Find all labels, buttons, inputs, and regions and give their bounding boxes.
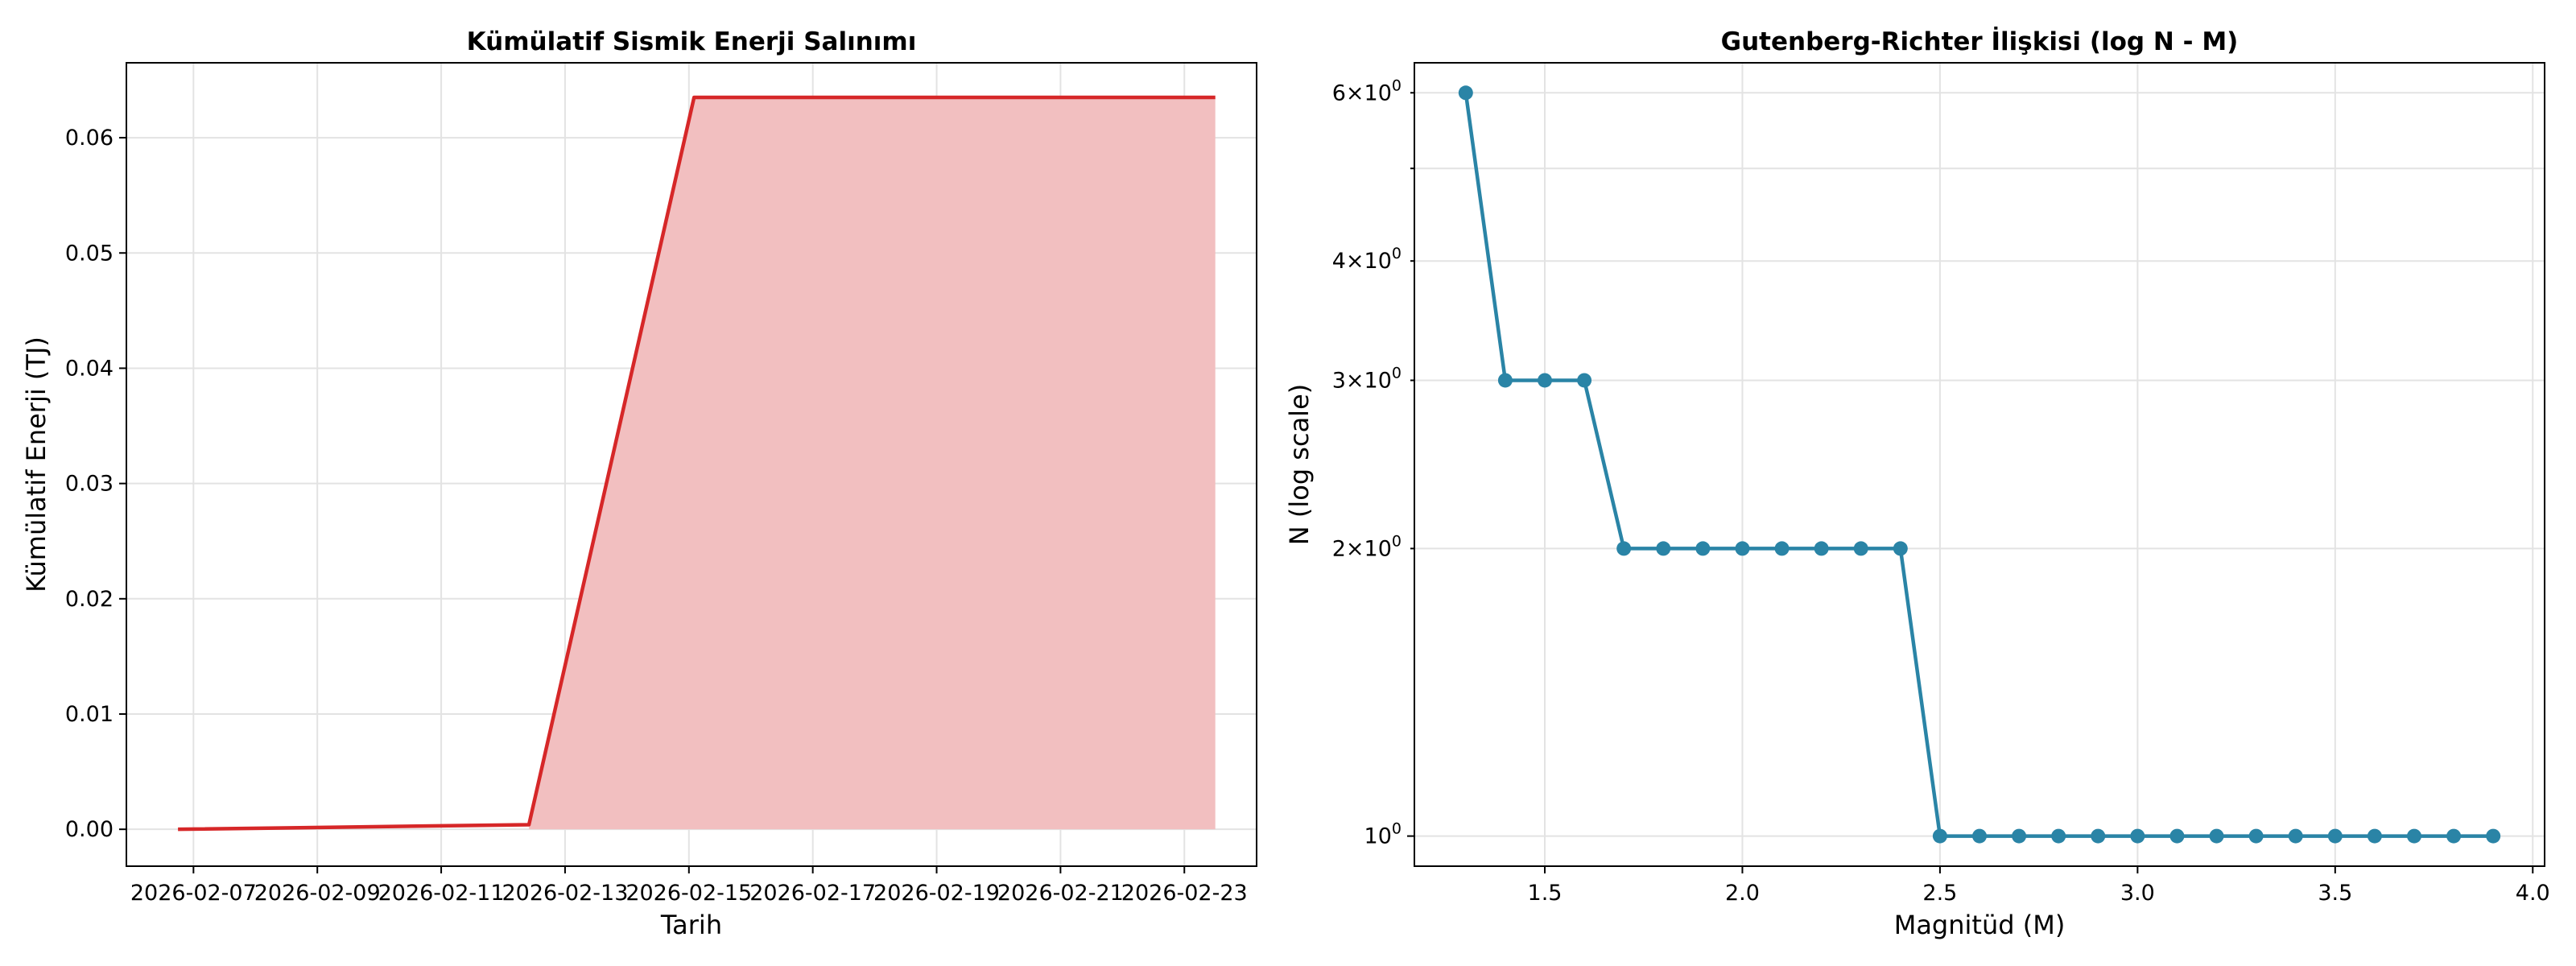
gr-xtick-label: 3.5 — [2318, 881, 2352, 906]
gr-data-point — [2248, 828, 2264, 844]
energy-ytick-label: 0.02 — [65, 587, 114, 612]
gr-data-point — [2407, 828, 2421, 844]
gr-ytick-label: 6×100 — [1332, 76, 1402, 105]
energy-xtick-label: 2026-02-09 — [254, 881, 381, 906]
energy-ytick-label: 0.00 — [65, 817, 114, 842]
gr-ytick-label: 100 — [1364, 820, 1402, 849]
gr-data-point — [2209, 828, 2224, 844]
energy-chart-xlabel: Tarih — [660, 910, 722, 940]
energy-chart-area-layer — [529, 97, 1216, 830]
energy-xtick-label: 2026-02-13 — [502, 881, 628, 906]
gr-ytick-label: 2×100 — [1332, 532, 1402, 561]
gr-data-point — [1893, 541, 1908, 556]
energy-xtick-label: 2026-02-11 — [378, 881, 505, 906]
gr-data-point — [2367, 828, 2382, 844]
gr-data-point — [2169, 828, 2185, 844]
gr-data-point — [1972, 828, 1987, 844]
gr-data-point — [1616, 541, 1632, 556]
gr-data-point — [2486, 828, 2501, 844]
energy-chart-title: Kümülatif Sismik Enerji Salınımı — [467, 27, 917, 56]
gr-data-point — [2130, 828, 2145, 844]
gr-data-point — [1656, 541, 1671, 556]
energy-xtick-label: 2026-02-23 — [1121, 881, 1248, 906]
energy-series-line — [178, 95, 1216, 832]
gr-ytick-base: 10 — [1364, 368, 1392, 393]
energy-ytick-label: 0.05 — [65, 241, 114, 266]
energy-chart-ticks: 2026-02-072026-02-092026-02-112026-02-13… — [65, 126, 1248, 906]
gr-data-point — [2446, 828, 2462, 844]
gr-data-point — [2327, 828, 2343, 844]
gr-data-point — [2012, 828, 2027, 844]
energy-xtick-label: 2026-02-07 — [130, 881, 257, 906]
gr-xtick-label: 1.5 — [1528, 881, 1563, 906]
gr-ytick-label: 4×100 — [1332, 245, 1402, 274]
energy-chart-line-layer — [178, 95, 1216, 832]
gr-data-point — [1814, 541, 1829, 556]
gr-data-point — [1458, 85, 1473, 101]
gr-ytick-exponent: 0 — [1392, 364, 1402, 382]
gr-chart-grid — [1414, 63, 2545, 866]
gr-xtick-label: 2.0 — [1725, 881, 1760, 906]
gr-ytick-exponent: 0 — [1392, 245, 1402, 262]
energy-chart: 2026-02-072026-02-092026-02-112026-02-13… — [21, 27, 1257, 940]
gr-chart-line-layer — [1458, 85, 2501, 844]
gr-data-point — [1695, 541, 1711, 556]
gr-chart-ticks: 1.5 2.0 2.5 3.0 3.5 4.01002×1003×1004×1006×10… — [1332, 76, 2550, 906]
gr-chart-title: Gutenberg-Richter İlişkisi (log N - M) — [1721, 27, 2239, 56]
energy-xtick-label: 2026-02-19 — [873, 881, 1000, 906]
energy-ytick-label: 0.03 — [65, 472, 114, 497]
gr-data-point — [2288, 828, 2303, 844]
gr-ytick-exponent: 0 — [1392, 820, 1402, 838]
gr-ytick-base: 10 — [1364, 824, 1392, 849]
energy-ytick-label: 0.06 — [65, 126, 114, 151]
gr-ytick-mantissa: 2× — [1332, 536, 1364, 561]
gr-data-point — [2051, 828, 2066, 844]
gr-data-point — [1774, 541, 1790, 556]
gr-data-point — [1853, 541, 1868, 556]
energy-xtick-label: 2026-02-15 — [625, 881, 752, 906]
energy-chart-frame — [126, 62, 1257, 867]
energy-xtick-label: 2026-02-21 — [997, 881, 1124, 906]
gr-xtick-label: 2.5 — [1922, 881, 1957, 906]
gr-xtick-label: 4.0 — [2516, 881, 2550, 906]
gr-data-point — [2091, 828, 2106, 844]
gr-xtick-label: 3.0 — [2120, 881, 2155, 906]
gr-chart-xlabel: Magnitüd (M) — [1894, 910, 2066, 940]
gr-data-point — [1932, 828, 1947, 844]
gr-series-line — [1463, 92, 2494, 838]
energy-ytick-label: 0.01 — [65, 702, 114, 727]
energy-area — [529, 97, 1216, 830]
gr-data-point — [1577, 373, 1592, 388]
gr-chart-ylabel: N (log scale) — [1284, 384, 1315, 545]
gr-chart-frame — [1414, 62, 2545, 867]
gr-ytick-label: 3×100 — [1332, 364, 1402, 393]
gr-ytick-base: 10 — [1364, 536, 1392, 561]
gr-ytick-base: 10 — [1364, 249, 1392, 274]
gr-ytick-mantissa: 4× — [1332, 249, 1364, 274]
energy-ytick-label: 0.04 — [65, 356, 114, 381]
gr-ytick-mantissa: 6× — [1332, 80, 1364, 105]
gr-data-point — [1497, 373, 1513, 388]
gr-ytick-exponent: 0 — [1392, 76, 1402, 94]
gr-data-point — [1538, 373, 1552, 388]
energy-xtick-label: 2026-02-17 — [749, 881, 876, 906]
gr-ytick-base: 10 — [1364, 80, 1392, 105]
gr-data-point — [1735, 541, 1750, 556]
gr-ytick-mantissa: 3× — [1332, 368, 1364, 393]
energy-chart-ylabel: Kümülatif Enerji (TJ) — [21, 336, 52, 592]
gutenberg-richter-chart: 1.5 2.0 2.5 3.0 3.5 4.01002×1003×1004×1006×10… — [1284, 27, 2550, 940]
gr-ytick-exponent: 0 — [1392, 532, 1402, 550]
